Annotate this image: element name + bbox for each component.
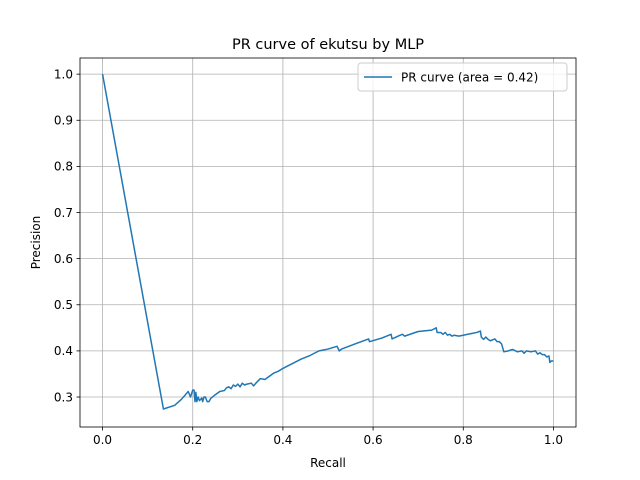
y-tick-label: 1.0 bbox=[54, 67, 73, 81]
x-tick-label: 0.0 bbox=[93, 433, 112, 447]
legend: PR curve (area = 0.42) bbox=[357, 62, 568, 92]
x-tick-label: 0.4 bbox=[273, 433, 292, 447]
legend-entry-label: PR curve (area = 0.42) bbox=[401, 70, 538, 84]
chart-title: PR curve of ekutsu by MLP bbox=[232, 37, 424, 53]
y-tick-label: 0.5 bbox=[54, 298, 73, 312]
y-tick-label: 0.4 bbox=[54, 344, 73, 358]
legend-box bbox=[357, 62, 568, 92]
series-layer bbox=[101, 74, 554, 410]
pr-curve-line bbox=[101, 74, 554, 410]
y-axis-label: Precision bbox=[29, 216, 43, 270]
x-tick-label: 0.8 bbox=[454, 433, 473, 447]
ticks: 0.0 0.2 0.4 0.6 0.8 1.0 0.3 0.4 0.5 0.6 0.7 0.8 0.9 1… bbox=[54, 67, 563, 447]
x-tick-label: 0.2 bbox=[183, 433, 202, 447]
y-tick-label: 0.6 bbox=[54, 252, 73, 266]
y-tick-label: 0.8 bbox=[54, 160, 73, 174]
y-tick-label: 0.7 bbox=[54, 206, 73, 220]
plot-frame bbox=[79, 57, 577, 428]
x-tick-label: 0.6 bbox=[364, 433, 383, 447]
grid bbox=[80, 58, 576, 427]
y-tick-label: 0.3 bbox=[54, 390, 73, 404]
x-axis-label: Recall bbox=[310, 456, 346, 470]
x-tick-label: 1.0 bbox=[544, 433, 563, 447]
y-tick-label: 0.9 bbox=[54, 114, 73, 128]
